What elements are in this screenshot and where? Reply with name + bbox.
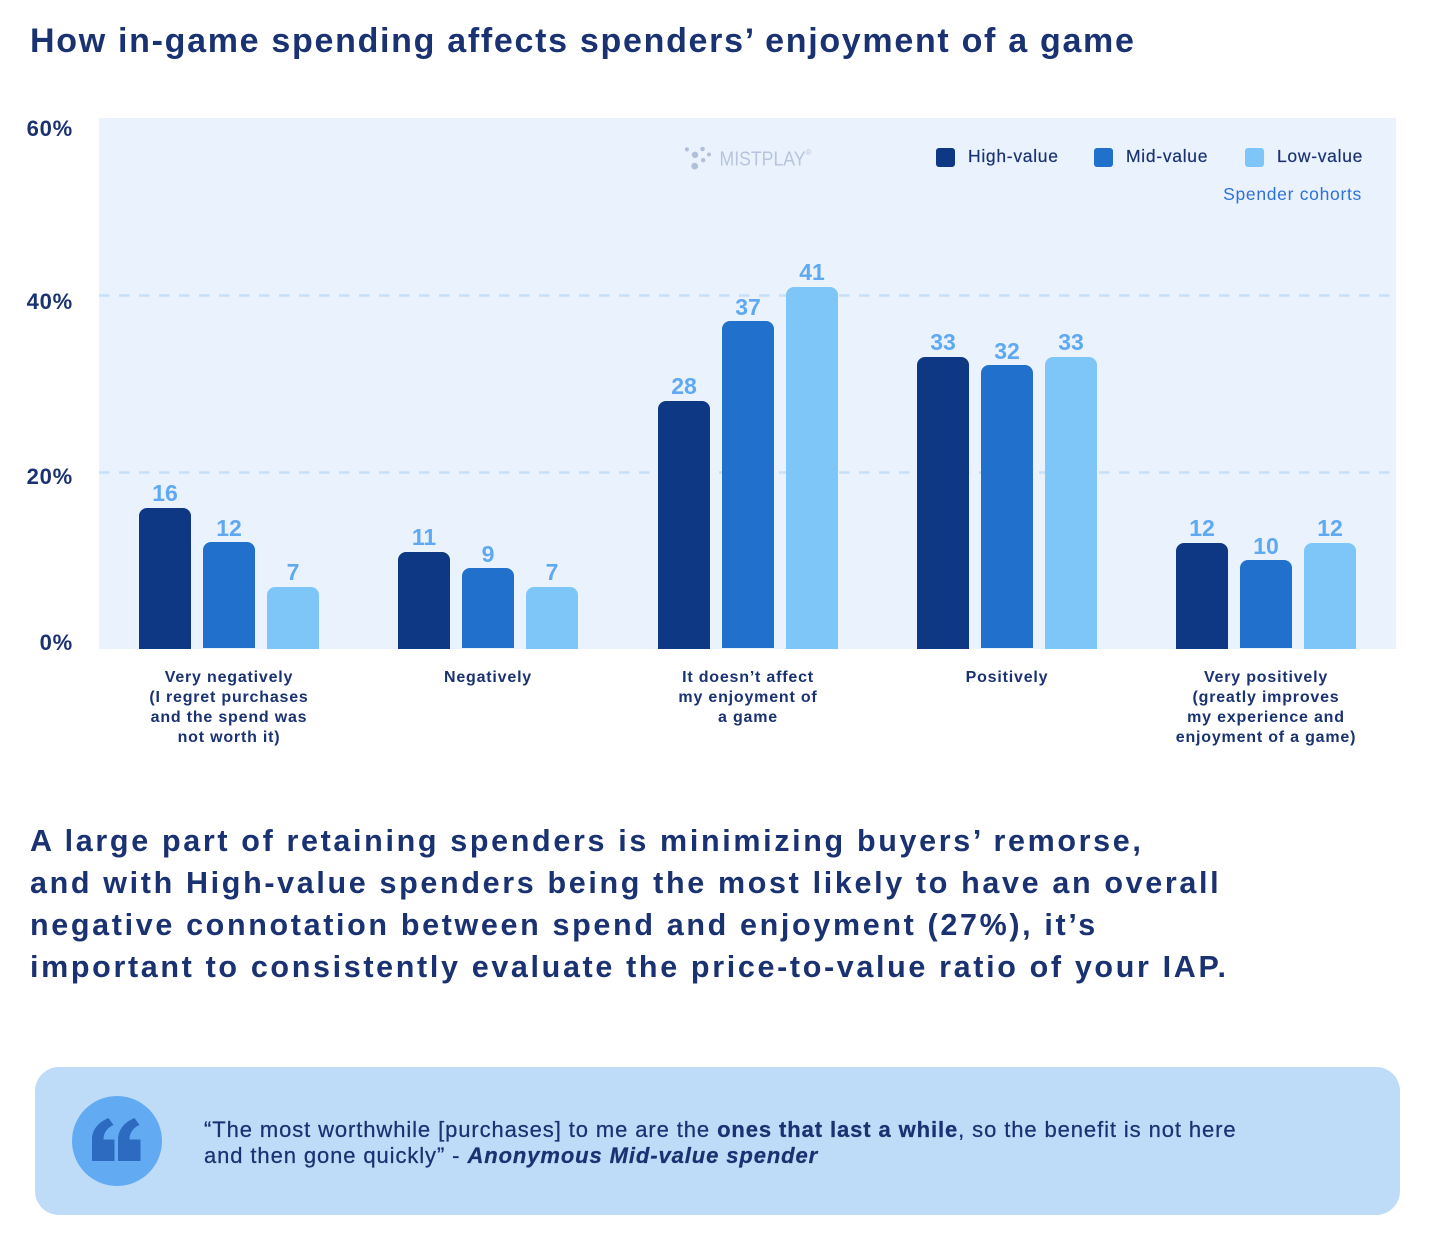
svg-text:®: ® [806, 148, 812, 157]
svg-text:MISTPLAY: MISTPLAY [720, 148, 806, 171]
